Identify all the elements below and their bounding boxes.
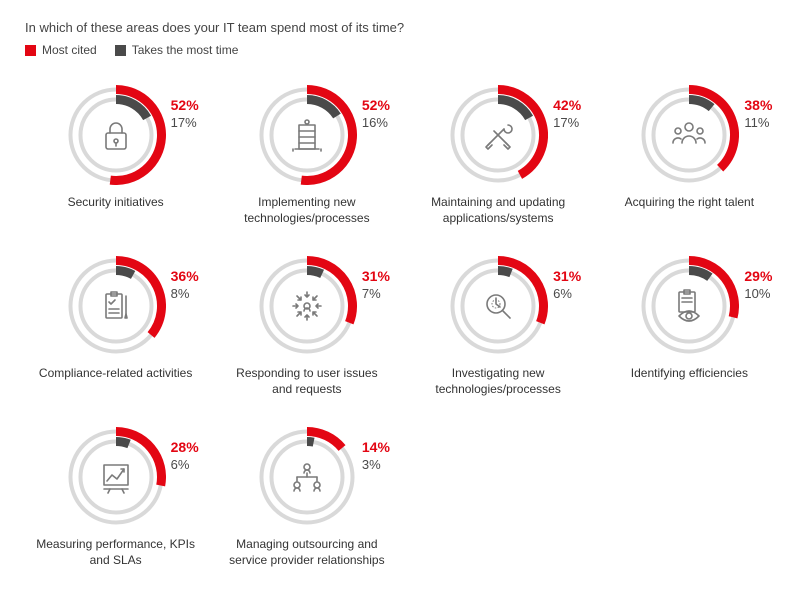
- building-icon: [285, 113, 329, 157]
- value-most-cited: 42%: [553, 97, 593, 113]
- donut-cell: 29%10%Identifying efficiencies: [599, 256, 780, 397]
- value-most-cited: 14%: [362, 439, 402, 455]
- donut-label: Security initiatives: [68, 195, 164, 211]
- donut: [257, 85, 357, 185]
- donut-cell: 52%17%Security initiatives: [25, 85, 206, 226]
- value-most-time: 17%: [553, 115, 593, 130]
- donut: [257, 427, 357, 527]
- donut-cell: 31%7%Responding to user issues and reque…: [216, 256, 397, 397]
- value-labels: 31%6%: [553, 268, 593, 301]
- value-most-time: 6%: [553, 286, 593, 301]
- swatch-dark: [115, 45, 126, 56]
- donut-label: Implementing new technologies/processes: [227, 195, 387, 226]
- legend-label: Takes the most time: [132, 43, 239, 57]
- value-labels: 52%16%: [362, 97, 402, 130]
- value-most-time: 3%: [362, 457, 402, 472]
- value-most-cited: 52%: [171, 97, 211, 113]
- people-icon: [667, 113, 711, 157]
- donut-cell: 42%17%Maintaining and updating applicati…: [408, 85, 589, 226]
- donut-label: Investigating new technologies/processes: [418, 366, 578, 397]
- donut-cell: 14%3%Managing outsourcing and service pr…: [216, 427, 397, 568]
- value-most-cited: 31%: [553, 268, 593, 284]
- donut-cell: 52%16%Implementing new technologies/proc…: [216, 85, 397, 226]
- legend: Most cited Takes the most time: [25, 43, 780, 57]
- chart-title: In which of these areas does your IT tea…: [25, 20, 780, 35]
- value-most-cited: 29%: [744, 268, 784, 284]
- donut: [639, 256, 739, 356]
- donut: [66, 85, 166, 185]
- donut-cell: 28%6%Measuring performance, KPIs and SLA…: [25, 427, 206, 568]
- donut-label: Managing outsourcing and service provide…: [227, 537, 387, 568]
- magnify-icon: [476, 284, 520, 328]
- value-most-time: 16%: [362, 115, 402, 130]
- donut-cell: 31%6%Investigating new technologies/proc…: [408, 256, 589, 397]
- value-labels: 28%6%: [171, 439, 211, 472]
- hierarchy-icon: [285, 455, 329, 499]
- value-most-cited: 31%: [362, 268, 402, 284]
- swatch-red: [25, 45, 36, 56]
- value-most-time: 8%: [171, 286, 211, 301]
- value-most-time: 6%: [171, 457, 211, 472]
- inward-icon: [285, 284, 329, 328]
- legend-label: Most cited: [42, 43, 97, 57]
- donut-grid: 52%17%Security initiatives 52%16%Impleme…: [25, 85, 780, 569]
- value-labels: 29%10%: [744, 268, 784, 301]
- value-labels: 31%7%: [362, 268, 402, 301]
- value-labels: 52%17%: [171, 97, 211, 130]
- donut: [257, 256, 357, 356]
- donut-label: Compliance-related activities: [39, 366, 192, 382]
- legend-item-most-cited: Most cited: [25, 43, 97, 57]
- value-labels: 38%11%: [744, 97, 784, 130]
- value-most-cited: 36%: [171, 268, 211, 284]
- donut-label: Measuring performance, KPIs and SLAs: [36, 537, 196, 568]
- donut-label: Identifying efficiencies: [631, 366, 748, 382]
- legend-item-most-time: Takes the most time: [115, 43, 239, 57]
- value-most-time: 7%: [362, 286, 402, 301]
- chart-icon: [94, 455, 138, 499]
- lock-icon: [94, 113, 138, 157]
- checklist-icon: [94, 284, 138, 328]
- value-most-cited: 52%: [362, 97, 402, 113]
- value-labels: 42%17%: [553, 97, 593, 130]
- donut-label: Maintaining and updating applications/sy…: [418, 195, 578, 226]
- donut: [639, 85, 739, 185]
- value-most-time: 11%: [744, 115, 784, 130]
- value-most-time: 17%: [171, 115, 211, 130]
- value-most-cited: 38%: [744, 97, 784, 113]
- donut-label: Responding to user issues and requests: [227, 366, 387, 397]
- donut: [66, 256, 166, 356]
- donut: [66, 427, 166, 527]
- value-labels: 14%3%: [362, 439, 402, 472]
- donut-label: Acquiring the right talent: [625, 195, 754, 211]
- value-most-cited: 28%: [171, 439, 211, 455]
- value-labels: 36%8%: [171, 268, 211, 301]
- donut: [448, 256, 548, 356]
- donut-cell: 36%8%Compliance-related activities: [25, 256, 206, 397]
- eyeboard-icon: [667, 284, 711, 328]
- donut-cell: 38%11%Acquiring the right talent: [599, 85, 780, 226]
- tools-icon: [476, 113, 520, 157]
- donut: [448, 85, 548, 185]
- value-most-time: 10%: [744, 286, 784, 301]
